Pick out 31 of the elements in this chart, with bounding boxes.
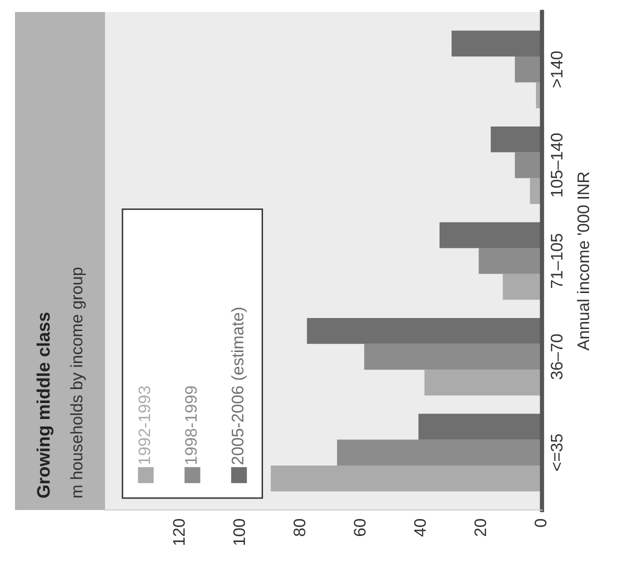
text: m households by income group [70, 268, 86, 498]
text: 2005-2006 (estimate) [231, 308, 247, 464]
y-tick-label: 71–105 [550, 234, 563, 288]
bar [502, 274, 542, 300]
y-tick-label: 105–140 [550, 133, 563, 196]
x-tick-label: 20 [474, 518, 486, 536]
y-tick-label: >140 [550, 51, 563, 88]
bar [418, 414, 542, 440]
x-tick-label: 100 [233, 518, 246, 545]
bar [337, 440, 542, 466]
bar [514, 152, 542, 178]
bar [306, 318, 542, 344]
bar [490, 126, 542, 152]
y-axis-title: Annual income '000 INR [576, 172, 590, 351]
text: 1998-1999 [185, 386, 197, 464]
y-tick-label: <=35 [550, 434, 563, 471]
bar [440, 222, 542, 248]
bar [270, 465, 542, 492]
x-tick-label: 40 [414, 518, 426, 536]
bar [364, 344, 542, 370]
text: Growing middle class [36, 312, 54, 498]
bar [424, 370, 542, 396]
x-tick-label: 80 [294, 518, 306, 536]
x-tick-label: 60 [354, 518, 366, 536]
y-tick-label: 36–70 [550, 334, 563, 380]
bar [452, 30, 542, 57]
bar [514, 56, 542, 82]
x-tick-label: 0 [534, 518, 546, 527]
bar [478, 248, 542, 274]
text: 1992-1993 [138, 386, 150, 464]
x-tick-label: 120 [173, 518, 185, 545]
